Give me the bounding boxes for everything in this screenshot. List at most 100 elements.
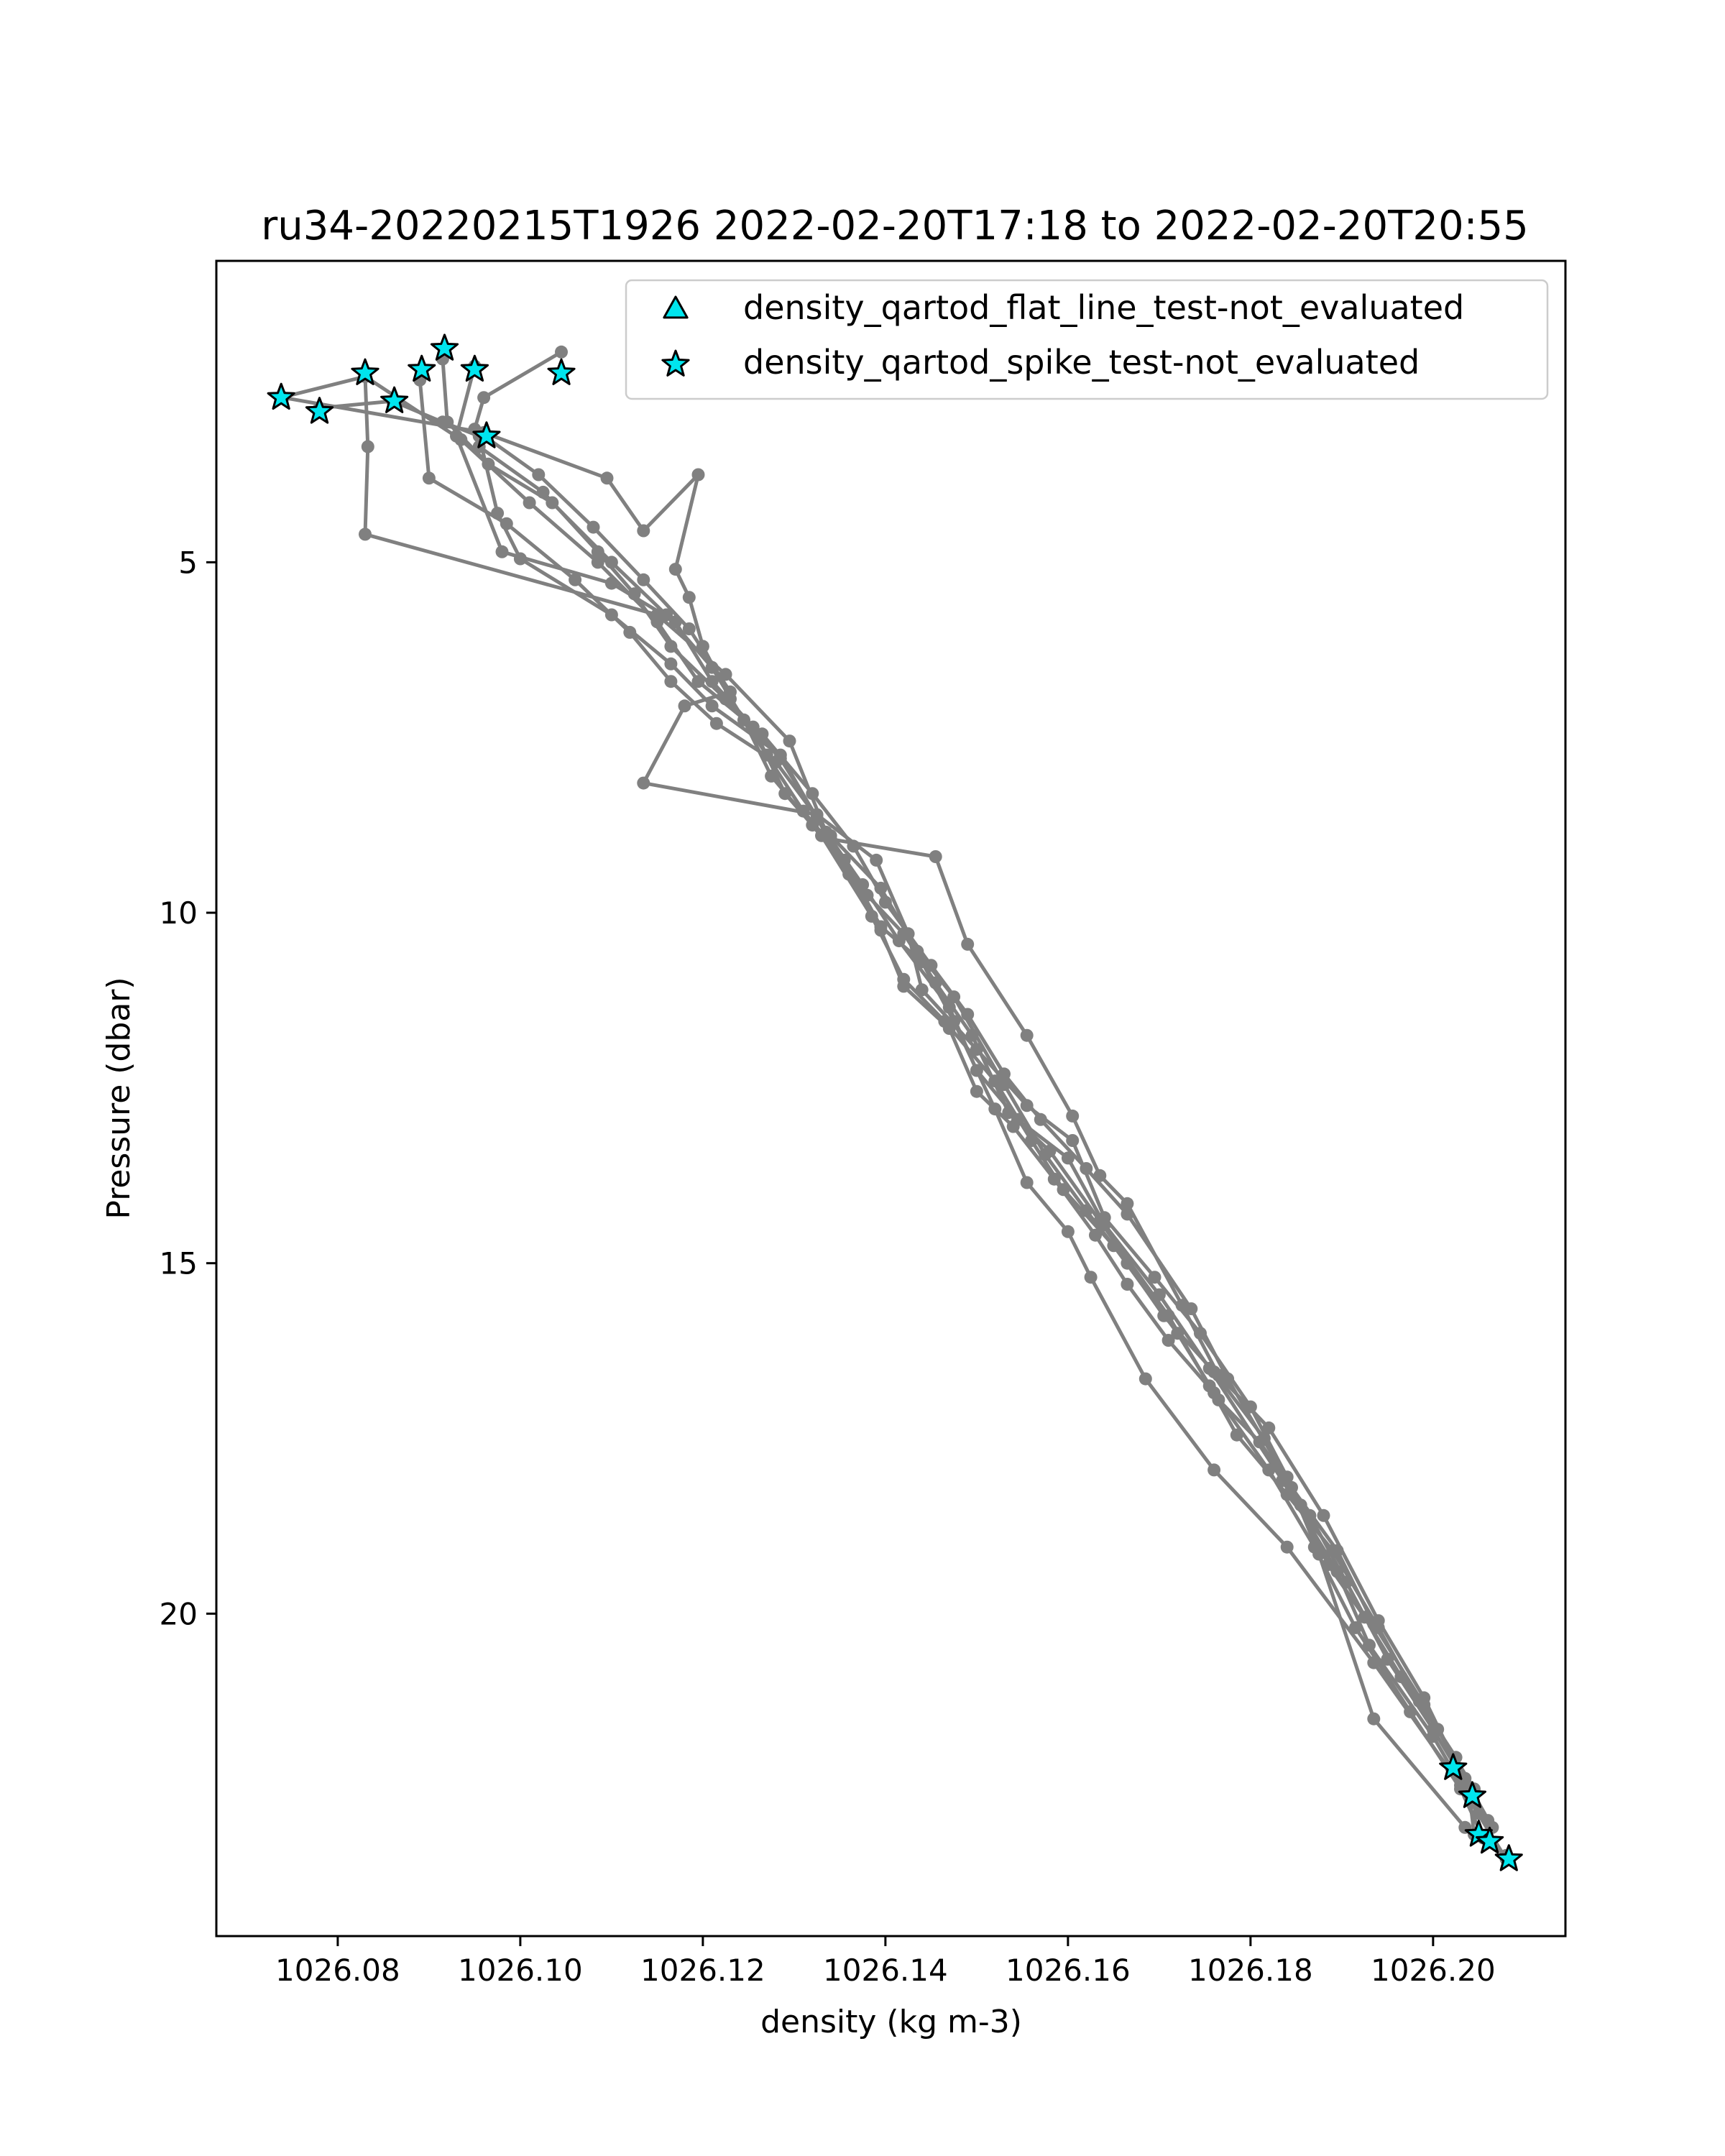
profile-line — [280, 374, 1507, 1857]
data-point — [783, 734, 796, 748]
data-point — [1148, 1271, 1162, 1284]
data-point — [1093, 1169, 1107, 1182]
x-axis: 1026.08 1026.10 1026.12 1026.14 1026.16 1026.… — [275, 1936, 1496, 1988]
data-point — [961, 937, 975, 951]
spike-test-star-marker — [305, 397, 334, 424]
data-point — [532, 468, 546, 482]
legend: density_qartod_flat_line_test-not_evalua… — [625, 279, 1549, 400]
data-point — [482, 457, 495, 471]
data-point — [915, 955, 929, 969]
data-point — [947, 990, 961, 1004]
data-point — [1262, 1421, 1276, 1434]
spike-test-star-marker — [547, 358, 576, 385]
data-point — [627, 587, 641, 601]
profile-line — [282, 395, 1508, 1861]
data-point — [705, 699, 719, 713]
data-point — [1089, 1228, 1102, 1242]
legend-frame — [625, 279, 1549, 400]
data-point — [1020, 1099, 1034, 1112]
data-point — [637, 524, 650, 538]
data-point — [1107, 1239, 1121, 1253]
data-point — [691, 468, 705, 482]
data-point — [591, 556, 604, 569]
data-point — [1317, 1508, 1330, 1522]
data-point — [988, 1102, 1002, 1116]
data-point — [1280, 1470, 1294, 1484]
data-point — [1367, 1712, 1381, 1726]
data-point — [569, 573, 582, 586]
data-point — [1312, 1547, 1326, 1561]
data-point — [901, 927, 915, 941]
data-point — [422, 471, 436, 485]
data-point — [1025, 1134, 1039, 1147]
triangle-marker — [663, 295, 689, 319]
data-point — [495, 545, 509, 558]
data-point — [1280, 1488, 1294, 1501]
data-point — [1454, 1779, 1467, 1792]
data-point — [477, 391, 491, 405]
x-tick-label: 1026.12 — [640, 1953, 765, 1988]
data-point — [682, 591, 696, 604]
data-point — [709, 717, 723, 730]
data-point — [1212, 1393, 1225, 1406]
data-point — [874, 920, 888, 934]
data-point — [523, 496, 536, 510]
data-point — [915, 983, 929, 997]
data-point — [450, 429, 463, 443]
data-point — [1194, 1327, 1207, 1340]
data-point — [810, 808, 824, 821]
data-point — [760, 748, 773, 762]
x-tick-label: 1026.10 — [458, 1953, 583, 1988]
data-point — [1208, 1463, 1221, 1477]
y-axis-label: Pressure (dbar) — [101, 977, 137, 1219]
data-point — [988, 1074, 1002, 1088]
spike-test-star-marker — [1476, 1826, 1504, 1854]
x-tick-label: 1026.16 — [1006, 1953, 1131, 1988]
data-point — [682, 622, 696, 635]
data-point — [678, 699, 691, 713]
data-point — [1367, 1656, 1381, 1669]
data-point — [870, 853, 883, 867]
data-point — [1043, 1144, 1057, 1158]
data-point — [1066, 1109, 1080, 1123]
profile-series-7 — [472, 426, 1476, 1800]
spike-test-star-marker — [351, 358, 380, 385]
series-layer — [275, 345, 1513, 1866]
data-point — [1253, 1435, 1266, 1449]
data-point — [1020, 1176, 1034, 1189]
legend-label-spike: density_qartod_spike_test-not_evaluated — [743, 343, 1420, 382]
chart-title: ru34-20220215T1926 2022-02-20T17:18 to 2… — [261, 203, 1528, 249]
x-tick-label: 1026.14 — [823, 1953, 948, 1988]
data-point — [1121, 1278, 1134, 1291]
data-point — [361, 440, 374, 453]
data-point — [724, 692, 737, 706]
data-point — [604, 576, 618, 590]
data-point — [1230, 1428, 1243, 1442]
data-point — [1280, 1540, 1294, 1554]
data-point — [970, 1084, 983, 1098]
x-axis-label: density (kg m-3) — [760, 2004, 1022, 2040]
y-tick-label: 20 — [160, 1596, 198, 1631]
legend-star-icon — [661, 349, 690, 377]
data-point — [664, 640, 678, 653]
data-point — [1340, 1575, 1353, 1589]
data-point — [773, 752, 787, 765]
data-point — [1098, 1211, 1111, 1225]
star-marker — [661, 349, 690, 377]
profile-line — [319, 399, 1485, 1839]
data-point — [1057, 1183, 1070, 1197]
data-point — [1171, 1327, 1184, 1340]
spike-test-star-marker — [430, 333, 459, 361]
data-point — [1417, 1691, 1431, 1705]
data-point — [500, 517, 513, 530]
data-point — [796, 804, 810, 818]
data-point — [555, 345, 568, 359]
spike-test-star-marker — [1458, 1781, 1486, 1808]
spike-test-star-marker — [380, 386, 409, 413]
data-point — [623, 625, 637, 639]
x-tick-label: 1026.08 — [275, 1953, 400, 1988]
profile-series-9 — [276, 391, 1513, 1866]
data-point — [1381, 1652, 1394, 1666]
data-point — [668, 563, 682, 576]
